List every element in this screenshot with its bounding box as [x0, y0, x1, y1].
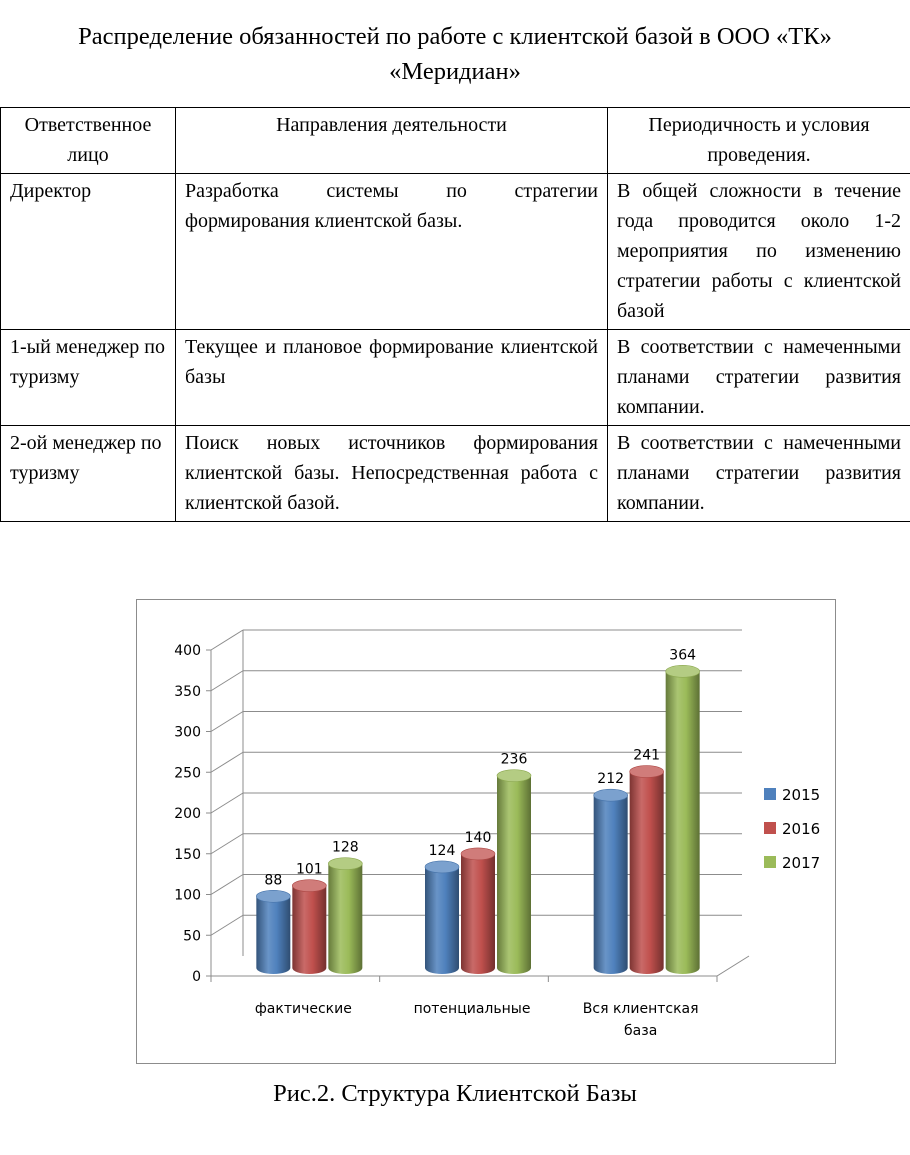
- table-header-row: Ответственное лицо Направления деятельно…: [0, 107, 910, 174]
- bar-top-2017-0: [328, 857, 363, 870]
- legend-swatch-2016: [764, 822, 776, 834]
- column-header: Ответственное лицо: [0, 107, 176, 174]
- data-label: 88: [264, 872, 282, 888]
- table-cell: Поиск новых источников формирования клие…: [175, 425, 608, 522]
- bar-top-2017-2: [665, 665, 700, 678]
- gridline-diagonal: [210, 670, 244, 692]
- bar-top-2016-1: [460, 847, 496, 861]
- y-tick-label: 200: [174, 806, 201, 822]
- legend-label: 2016: [782, 820, 820, 838]
- x-tick-label: база: [624, 1023, 657, 1039]
- data-label: 101: [296, 862, 323, 878]
- table-cell: Разработка системы по стратегии формиров…: [175, 173, 608, 330]
- bar-2016-0: [292, 885, 327, 974]
- bar-top-2015-2: [593, 788, 628, 802]
- gridline-diagonal: [210, 874, 244, 895]
- bar-top-2017-1: [496, 769, 532, 782]
- chart-frame: 0 50 100 150 200 250 300 350 400 88 101 128 фактичес…: [136, 599, 836, 1064]
- gridline-diagonal: [210, 833, 244, 855]
- legend-swatch-2017: [764, 856, 776, 868]
- figure-caption: Рис.2. Структура Клиентской Базы: [273, 1080, 637, 1107]
- gridline-diagonal: [210, 629, 244, 651]
- gridline-diagonal: [210, 792, 244, 814]
- gridline-diagonal: [210, 751, 244, 773]
- y-tick-label: 100: [174, 888, 201, 904]
- bar-2016-1: [461, 853, 495, 974]
- table-row: 2-ой менеджер по туризму Поиск новых ист…: [0, 425, 910, 522]
- table-cell: Директор: [0, 173, 176, 330]
- bar-2017-2: [665, 671, 700, 974]
- bar-2017-0: [328, 863, 363, 974]
- document-title: Распределение обязанностей по работе с к…: [78, 23, 832, 85]
- y-tick-label: 0: [192, 969, 201, 985]
- gridline-diagonal: [210, 914, 244, 936]
- y-tick-label: 250: [174, 765, 201, 781]
- table-cell: Текущее и плановое формирование клиентск…: [175, 329, 608, 426]
- bar-top-2015-0: [256, 889, 291, 903]
- table-row: Директор Разработка системы по стратегии…: [0, 173, 910, 330]
- legend-swatch-2015: [764, 788, 776, 800]
- bar-chart: 0 50 100 150 200 250 300 350 400 88 101 128 фактичес…: [174, 629, 820, 1039]
- table-cell: 2-ой менеджер по туризму: [0, 425, 176, 522]
- data-label: 241: [633, 748, 660, 764]
- legend-label: 2015: [782, 786, 820, 804]
- table-cell: В соответствии с намеченными планами стр…: [607, 329, 910, 426]
- data-label: 140: [465, 830, 492, 846]
- table-cell: 1-ый менеджер по туризму: [0, 329, 176, 426]
- table-cell: В соответствии с намеченными планами стр…: [607, 425, 910, 522]
- data-label: 236: [501, 752, 528, 768]
- gridline-diagonal: [210, 711, 244, 732]
- bar-top-2016-0: [292, 879, 327, 892]
- bar-top-2016-2: [629, 765, 664, 778]
- bar-2017-1: [497, 775, 531, 974]
- data-label: 212: [597, 771, 624, 787]
- y-tick-label: 350: [174, 684, 201, 700]
- bar-2015-2: [593, 795, 628, 974]
- responsibility-table: Ответственное лицо Направления деятельно…: [0, 107, 910, 522]
- x-tick-label: потенциальные: [414, 1001, 531, 1017]
- column-header: Направления деятельности: [175, 107, 608, 174]
- y-tick-label: 400: [174, 643, 201, 659]
- data-label: 128: [332, 840, 359, 856]
- y-tick-label: 50: [183, 928, 201, 944]
- y-tick-label: 150: [174, 847, 201, 863]
- data-label: 124: [429, 843, 456, 859]
- legend-label: 2017: [782, 854, 820, 872]
- data-label: 364: [669, 647, 696, 663]
- y-tick-label: 300: [174, 725, 201, 741]
- bar-top-2015-1: [424, 860, 460, 874]
- bar-2015-1: [425, 866, 459, 974]
- column-header: Периодичность и условия проведения.: [607, 107, 910, 174]
- x-tick-label: фактические: [255, 1001, 352, 1017]
- table-cell: В общей сложности в течение года проводи…: [607, 173, 910, 330]
- table-row: 1-ый менеджер по туризму Текущее и плано…: [0, 329, 910, 426]
- bar-2016-2: [629, 771, 664, 974]
- bar-2015-0: [256, 896, 291, 974]
- x-tick-label: Вся клиентская: [583, 1001, 699, 1017]
